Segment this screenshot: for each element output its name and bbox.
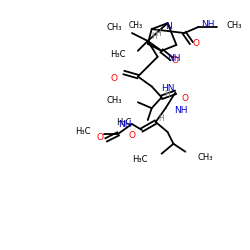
Text: O: O [97, 133, 104, 142]
Text: NH: NH [168, 54, 181, 63]
Text: H₃C: H₃C [132, 155, 148, 164]
Text: NH: NH [118, 120, 132, 128]
Text: O: O [110, 74, 117, 83]
Text: H: H [159, 114, 164, 122]
Text: H₃C: H₃C [116, 118, 132, 126]
Text: CH₃: CH₃ [106, 22, 122, 32]
Text: O: O [182, 94, 189, 103]
Text: H: H [165, 90, 170, 99]
Text: CH₃: CH₃ [227, 20, 242, 30]
Text: H₃C: H₃C [75, 128, 90, 136]
Text: CH₃: CH₃ [106, 96, 122, 105]
Text: NH: NH [201, 20, 215, 29]
Text: HN: HN [162, 84, 175, 93]
Text: O: O [128, 132, 136, 140]
Text: N: N [165, 22, 172, 30]
Text: H: H [151, 32, 156, 42]
Text: H: H [155, 28, 160, 38]
Text: CH₃: CH₃ [197, 153, 213, 162]
Text: NH: NH [174, 106, 188, 115]
Text: H₃C: H₃C [110, 50, 126, 59]
Text: CH₃: CH₃ [129, 20, 143, 30]
Text: O: O [193, 40, 200, 48]
Text: O: O [172, 56, 179, 65]
